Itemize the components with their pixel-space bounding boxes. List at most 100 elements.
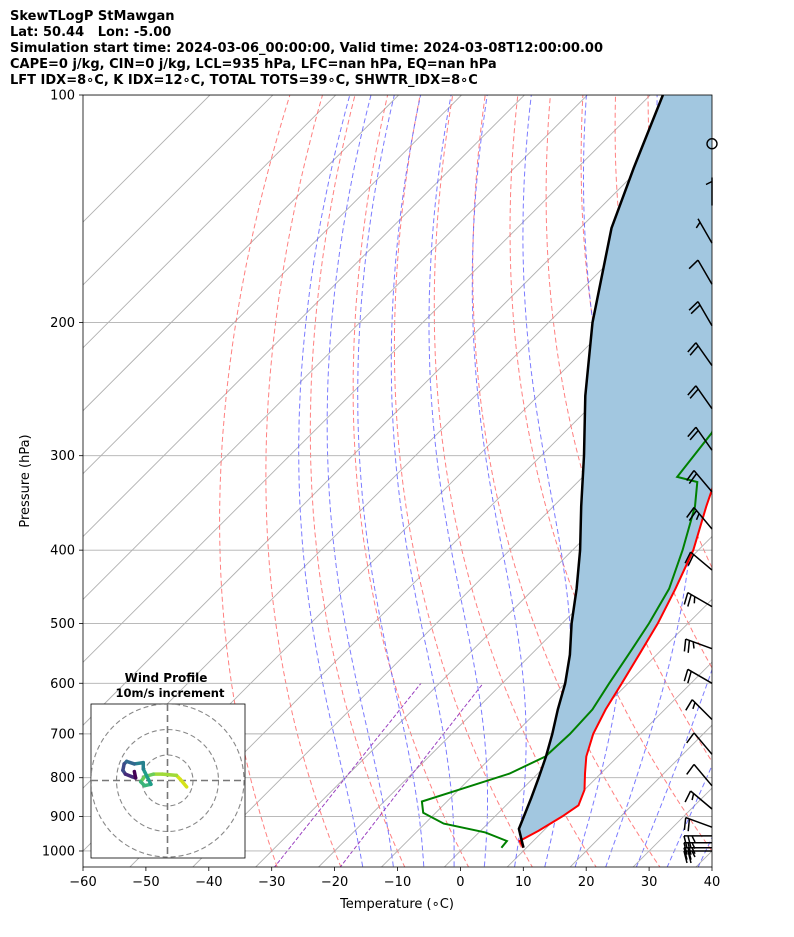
wind-barb xyxy=(687,385,713,410)
station-location: Lat: 50.44 Lon: -5.00 xyxy=(10,25,172,40)
dry-adiabat-line xyxy=(545,95,712,763)
dry-adiabat-line xyxy=(219,95,291,867)
wind-barb-calm xyxy=(706,138,718,150)
y-tick-label: 1000 xyxy=(42,844,75,859)
y-tick-label: 800 xyxy=(50,771,75,786)
moist-adiabat-line xyxy=(326,95,394,867)
y-tick-label: 200 xyxy=(50,316,75,331)
wind-barbs xyxy=(683,138,718,864)
stability-indices: LFT IDX=8∘C, K IDX=12∘C, TOTAL TOTS=39∘C… xyxy=(10,73,478,88)
wind-barb xyxy=(686,507,713,530)
wind-barb xyxy=(683,638,713,653)
wind-barb xyxy=(686,763,713,787)
isotherm-line xyxy=(83,95,463,475)
y-tick-label: 600 xyxy=(50,677,75,692)
moist-adiabat-line xyxy=(428,95,488,867)
x-tick-label: 40 xyxy=(704,875,721,890)
hodograph-ring xyxy=(91,704,245,858)
isotherm-line xyxy=(506,661,712,867)
wind-barb xyxy=(684,790,713,810)
moist-adiabat-line xyxy=(390,95,455,867)
isotherm-line xyxy=(192,347,712,867)
y-axis-label: Pressure (hPa) xyxy=(18,434,33,527)
hodograph-segment xyxy=(141,767,153,787)
wind-barb xyxy=(683,846,712,860)
wind-barb xyxy=(683,816,713,832)
temperature-profile xyxy=(518,486,712,849)
hodograph-subtitle: 10m/s increment xyxy=(116,686,225,700)
moist-adiabat-line xyxy=(574,95,627,867)
x-tick-label: 10 xyxy=(515,875,532,890)
y-tick-label: 400 xyxy=(50,544,75,559)
isotherm-line xyxy=(83,95,274,286)
sounding-profiles xyxy=(420,95,712,849)
wind-barb xyxy=(705,177,713,206)
wind-barb xyxy=(683,850,712,864)
dry-adiabat-line xyxy=(265,95,342,867)
hodograph-title: Wind Profile xyxy=(125,671,208,685)
y-tick-label: 500 xyxy=(50,617,75,632)
dry-adiabat-line xyxy=(744,78,794,882)
wind-barb xyxy=(687,342,713,367)
isotherm-line xyxy=(569,724,712,867)
x-tick-label: −60 xyxy=(69,875,96,890)
chart-header: SkewTLogP StMawgan Lat: 50.44 Lon: -5.00… xyxy=(10,9,603,89)
x-tick-label: −30 xyxy=(258,875,285,890)
hodograph-area xyxy=(91,704,245,858)
wind-barb xyxy=(686,470,713,493)
dry-adiabat-line xyxy=(433,95,597,867)
hodograph-segment xyxy=(160,772,179,778)
parcel-area-fill xyxy=(518,95,712,848)
isotherm-line xyxy=(129,284,712,867)
dry-adiabat-line xyxy=(309,95,406,867)
wind-barb xyxy=(686,732,713,755)
wind-barb xyxy=(683,591,713,608)
wind-barb xyxy=(683,835,712,849)
isotherm-line xyxy=(83,95,211,223)
x-tick-label: −10 xyxy=(384,875,411,890)
mixing-ratio-line xyxy=(339,682,484,867)
wind-barb xyxy=(695,218,713,244)
x-tick-label: −20 xyxy=(321,875,348,890)
hodograph-segment xyxy=(132,769,138,780)
y-tick-label: 100 xyxy=(50,89,75,104)
wind-barb xyxy=(687,426,713,451)
dry-adiabat-line xyxy=(472,95,661,867)
moist-adiabat-line xyxy=(298,95,364,867)
moist-adiabat-line xyxy=(722,78,794,882)
wind-barb xyxy=(688,259,713,285)
convective-params: CAPE=0 j/kg, CIN=0 j/kg, LCL=935 hPa, LF… xyxy=(10,57,497,72)
dry-adiabat-line xyxy=(352,95,470,867)
x-tick-label: 0 xyxy=(456,875,464,890)
y-tick-label: 300 xyxy=(50,449,75,464)
dewpoint-profile xyxy=(420,430,712,849)
isotherm-line xyxy=(83,95,526,538)
axis-ticks: −60 −50 −40 −30 −20 −10 0 10 20 30 40 100 200 300 400 5… xyxy=(42,89,720,891)
parcel-profile xyxy=(517,95,665,849)
x-tick-label: 20 xyxy=(578,875,595,890)
isotherm-line xyxy=(83,95,712,726)
wind-barb xyxy=(685,699,713,721)
y-tick-label: 700 xyxy=(50,727,75,742)
moist-adiabat-line xyxy=(357,95,425,867)
wind-barb xyxy=(684,551,713,571)
dry-adiabat-line xyxy=(712,78,794,882)
isotherm-line xyxy=(83,95,400,412)
wind-barb xyxy=(683,668,713,684)
simulation-times: Simulation start time: 2024-03-06_00:00:… xyxy=(10,41,603,56)
x-tick-label: −40 xyxy=(195,875,222,890)
x-tick-label: 30 xyxy=(641,875,658,890)
mixing-ratio-line xyxy=(273,682,422,867)
isotherm-line xyxy=(744,78,794,882)
station-title: SkewTLogP StMawgan xyxy=(10,9,175,24)
y-tick-label: 900 xyxy=(50,810,75,825)
moist-adiabat-line xyxy=(471,95,527,867)
isotherm-line xyxy=(380,535,712,867)
dry-adiabat-line xyxy=(393,95,533,867)
dry-adiabat-line xyxy=(777,78,794,882)
moist-adiabat-line xyxy=(635,668,712,867)
wind-barb xyxy=(688,301,713,327)
x-tick-label: −50 xyxy=(132,875,159,890)
